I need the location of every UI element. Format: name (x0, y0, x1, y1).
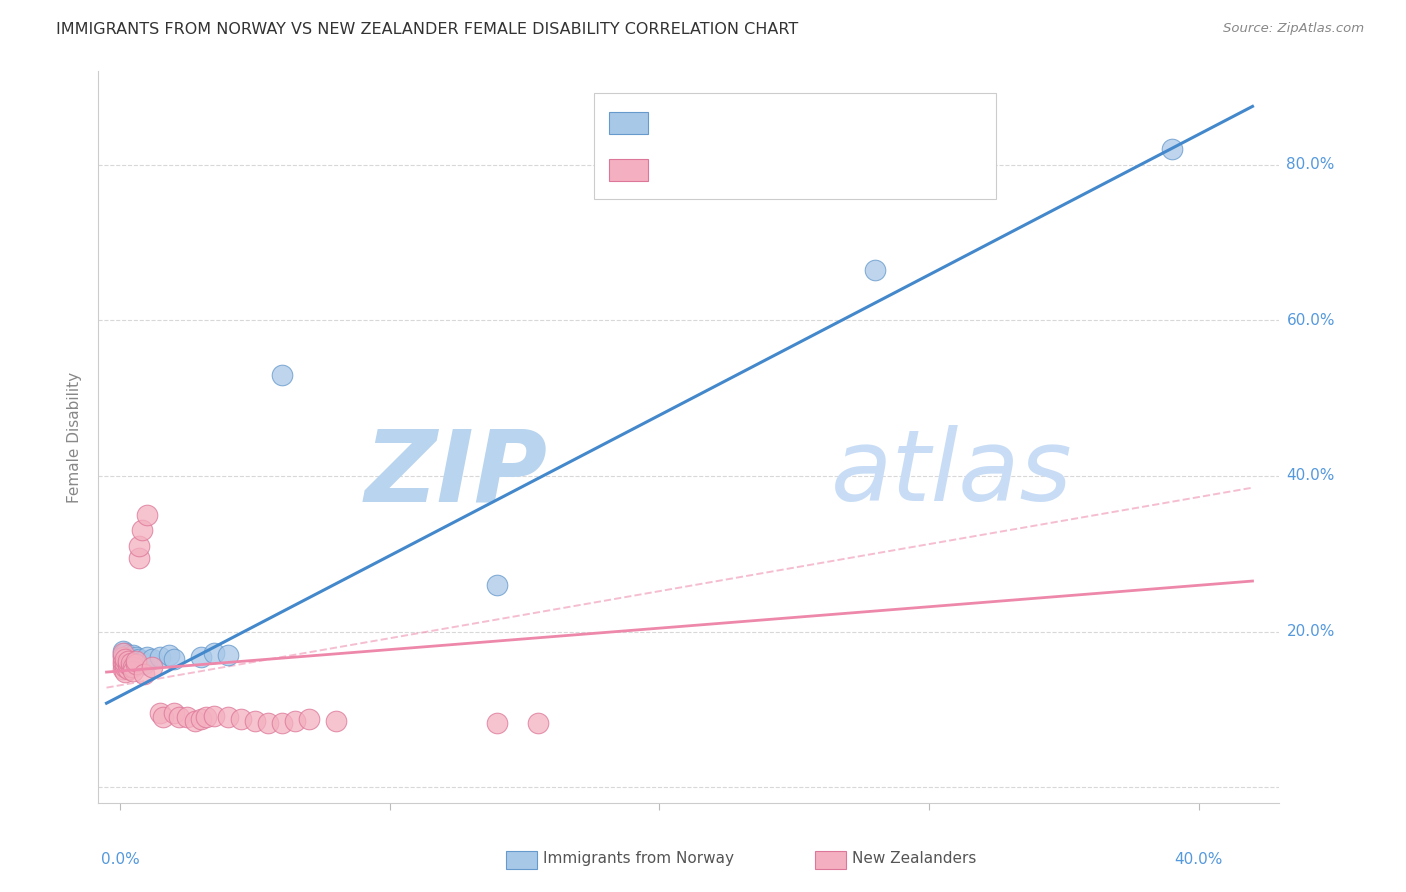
Point (114, 659, 136, 673)
Point (527, 716, 550, 731)
Point (243, 714, 266, 728)
Point (111, 649, 134, 664)
Y-axis label: Female Disability: Female Disability (67, 371, 83, 503)
Point (217, 710, 239, 724)
Text: 80.0%: 80.0% (1286, 157, 1334, 172)
Text: IMMIGRANTS FROM NORWAY VS NEW ZEALANDER FEMALE DISABILITY CORRELATION CHART: IMMIGRANTS FROM NORWAY VS NEW ZEALANDER … (56, 22, 799, 37)
Point (486, 716, 509, 731)
Point (125, 657, 148, 672)
Point (131, 654, 153, 668)
Point (120, 656, 142, 670)
Point (231, 712, 253, 726)
Point (298, 712, 321, 726)
Point (257, 716, 280, 731)
Text: atlas: atlas (831, 425, 1073, 522)
Point (122, 648, 145, 662)
Point (184, 714, 207, 728)
Point (195, 710, 218, 724)
Point (111, 657, 134, 672)
Point (270, 716, 292, 731)
Point (169, 710, 191, 724)
Point (149, 649, 172, 664)
Text: 40.0%: 40.0% (1174, 852, 1223, 867)
Text: 0.0%: 0.0% (101, 852, 139, 867)
Point (120, 654, 142, 668)
Point (149, 706, 172, 721)
Point (117, 654, 139, 668)
Point (120, 659, 142, 673)
Point (122, 664, 145, 678)
Text: 40.0%: 40.0% (1286, 468, 1334, 483)
Point (114, 652, 136, 666)
Point (217, 648, 239, 662)
Point (141, 659, 163, 673)
Point (163, 706, 186, 721)
Point (114, 656, 136, 670)
Point (114, 649, 136, 664)
Point (152, 710, 174, 724)
Point (136, 649, 159, 664)
Point (190, 712, 212, 726)
Point (111, 647, 134, 661)
Point (134, 657, 156, 672)
Point (111, 644, 134, 658)
Point (284, 714, 307, 728)
Point (111, 662, 134, 676)
Text: ZIP: ZIP (364, 425, 547, 522)
Point (325, 714, 347, 728)
Point (134, 667, 156, 681)
Point (128, 539, 150, 553)
Text: Immigrants from Norway: Immigrants from Norway (543, 851, 734, 865)
Point (136, 508, 159, 522)
Point (131, 524, 153, 538)
Point (202, 708, 225, 723)
Point (202, 647, 225, 661)
Text: 60.0%: 60.0% (1286, 313, 1334, 328)
Point (163, 652, 186, 666)
Point (270, 368, 292, 382)
Point (120, 649, 142, 664)
Point (111, 654, 134, 668)
Text: 20.0%: 20.0% (1286, 624, 1334, 639)
Point (176, 710, 198, 724)
Text: N = 43: N = 43 (782, 161, 839, 178)
Point (125, 654, 148, 668)
Point (117, 652, 139, 666)
Point (141, 652, 163, 666)
Text: Source: ZipAtlas.com: Source: ZipAtlas.com (1223, 22, 1364, 36)
Point (117, 662, 139, 676)
Point (190, 649, 212, 664)
Point (863, 262, 886, 277)
Point (114, 647, 136, 661)
Text: New Zealanders: New Zealanders (852, 851, 976, 865)
Point (114, 665, 136, 679)
Point (111, 648, 134, 662)
Point (128, 652, 150, 666)
Point (128, 550, 150, 565)
Point (157, 648, 180, 662)
Point (117, 648, 139, 662)
Point (122, 652, 145, 666)
Text: R = 0.841: R = 0.841 (662, 114, 745, 132)
Point (1160, 142, 1182, 156)
Point (122, 659, 145, 673)
Point (486, 578, 509, 592)
Point (117, 657, 139, 672)
Text: N = 26: N = 26 (782, 114, 839, 132)
Point (125, 649, 148, 664)
Text: R = 0.232: R = 0.232 (662, 161, 745, 178)
